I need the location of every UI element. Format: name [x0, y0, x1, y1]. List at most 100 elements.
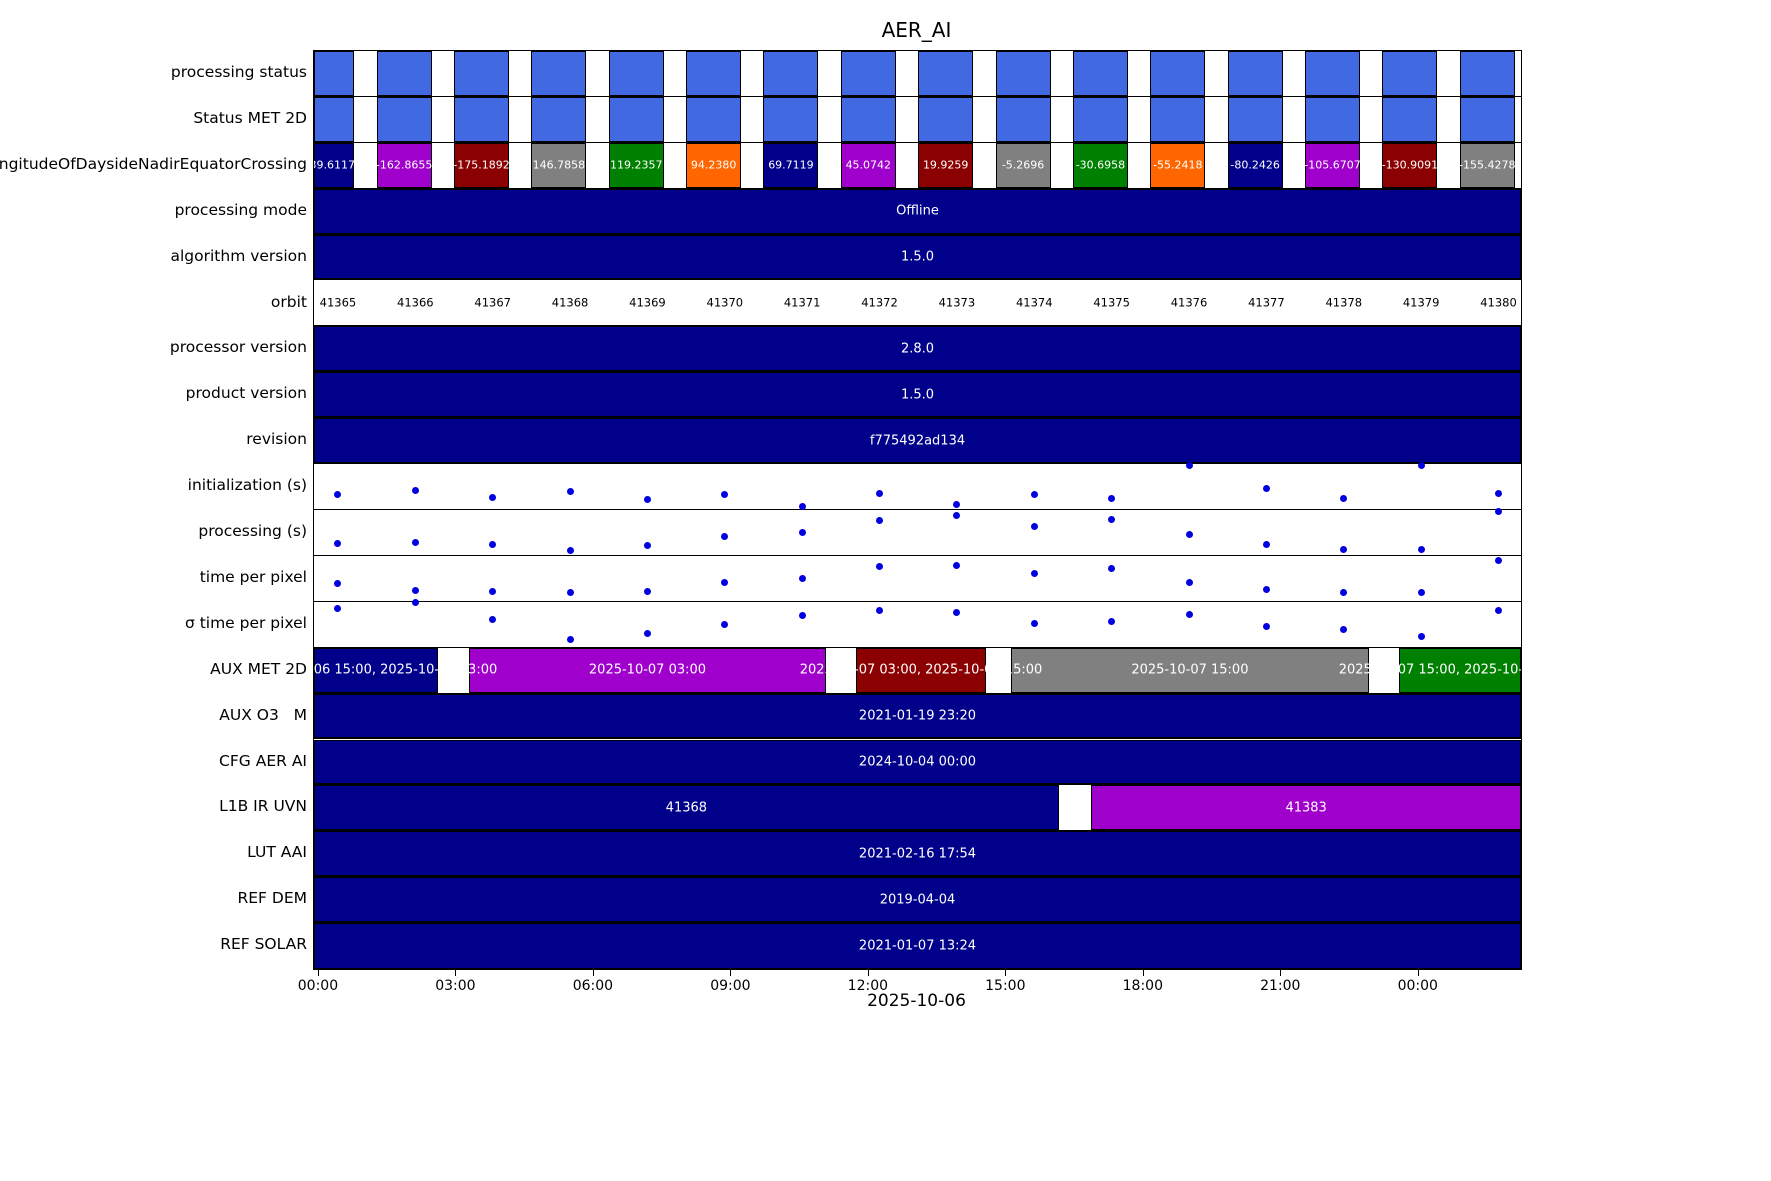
timeline-row-aux-o3-m: 2021-01-19 23:20 [314, 693, 1521, 740]
scatter-dot [953, 562, 961, 570]
status-block [1382, 96, 1438, 142]
timeline-row-status-met-2d [314, 96, 1521, 143]
longitude-block [376, 142, 432, 188]
x-tick-mark [730, 970, 732, 976]
status-block [686, 51, 742, 96]
row-label-longitudeofdaysidenadirequatorcrossing: LongitudeOfDaysideNadirEquatorCrossing [0, 154, 307, 173]
longitude-block [1150, 142, 1206, 188]
longitude-value: -30.6958 [1075, 158, 1126, 172]
orbit-number: 41379 [1402, 295, 1440, 310]
scatter-dot [1030, 523, 1038, 531]
x-tick-mark [455, 970, 457, 976]
status-block [1305, 96, 1360, 142]
segment-label: 41368 [665, 800, 708, 816]
timeline-row-processing-s [314, 508, 1521, 556]
row-label-time-per-pixel: σ time per pixel [184, 613, 307, 632]
scatter-dot [1417, 461, 1425, 469]
scatter-dot [1185, 462, 1193, 470]
scatter-dot [1417, 546, 1425, 554]
segment-block [314, 923, 1521, 969]
scatter-dot [1262, 485, 1270, 493]
segment-block [1398, 647, 1521, 693]
status-block [1150, 96, 1206, 142]
orbit-number: 41372 [861, 295, 898, 310]
scatter-dot [489, 493, 497, 501]
segment-label: 2019-04-04 [879, 892, 956, 908]
timeline-row-time-per-pixel [314, 556, 1521, 602]
timeline-row-time-per-pixel [314, 599, 1521, 648]
segment-block [314, 326, 1521, 372]
segment-block [314, 188, 1521, 234]
scatter-dot [643, 542, 651, 550]
orbit-number: 41374 [1015, 295, 1053, 310]
timeline-row-aux-met-2d: 2025-10-06 15:00, 2025-10-07 03:00 2025-1… [314, 647, 1521, 694]
scatter-dot [1494, 556, 1502, 564]
x-tick-mark [592, 970, 594, 976]
segment-label: 1.5.0 [900, 387, 935, 403]
scatter-dot [334, 491, 342, 499]
status-block [995, 96, 1051, 142]
x-tick-label: 00:00 [1397, 978, 1438, 994]
longitude-value: -139.6117 [314, 158, 355, 172]
segment-block [314, 234, 1521, 280]
segment-block [468, 647, 826, 693]
segment-label: 2025-10-07 15:00 [1131, 662, 1249, 678]
longitude-value: -175.1892 [453, 158, 510, 172]
x-tick-label: 03:00 [435, 978, 476, 994]
scatter-dot [643, 496, 651, 504]
status-block [1459, 51, 1515, 96]
scatter-dot [721, 621, 729, 629]
scatter-dot [411, 599, 419, 607]
scatter-dot [1262, 541, 1270, 549]
row-label-ref-dem: REF DEM [237, 889, 307, 908]
timeline-row-algorithm-version: 1.5.0 [314, 234, 1521, 281]
scatter-dot [1185, 531, 1193, 539]
scatter-dot [566, 589, 574, 597]
segment-label: 1.5.0 [900, 249, 935, 265]
timeline-row-initialization-s [314, 461, 1521, 511]
scatter-dot [876, 607, 884, 615]
scatter-dot [1185, 611, 1193, 619]
timeline-row-ref-solar: 2021-01-07 13:24 [314, 923, 1521, 969]
scatter-dot [953, 501, 961, 509]
segment-label: f775492ad134 [869, 433, 966, 449]
longitude-value: 94.2380 [690, 158, 737, 172]
status-block [454, 96, 509, 142]
orbit-number: 41369 [629, 295, 666, 310]
longitude-value: -55.2418 [1153, 158, 1203, 172]
scatter-dot [1262, 623, 1270, 631]
scatter-dot [798, 612, 806, 620]
x-tick-mark [1005, 970, 1007, 976]
segment-label: 2025-10-07 15:00, 2025-10-08 03:00 [1338, 662, 1521, 678]
scatter-dot [643, 630, 651, 638]
scatter-dot [334, 580, 342, 588]
longitude-value: -5.2696 [1001, 158, 1045, 172]
x-tick-label: 09:00 [710, 978, 751, 994]
orbit-number: 41373 [938, 295, 976, 310]
x-tick-mark [1280, 970, 1282, 976]
x-tick-mark [1142, 970, 1144, 976]
segment-block [314, 877, 1521, 923]
longitude-block [1305, 142, 1360, 188]
orbit-number: 41371 [783, 295, 821, 310]
status-block [1072, 96, 1128, 142]
x-tick-label: 21:00 [1260, 978, 1301, 994]
segment-block [1010, 647, 1369, 693]
longitude-value: -162.8655 [375, 158, 433, 172]
scatter-dot [1417, 589, 1425, 597]
timeline-row-orbit: 41365 41366 41367 41368 41369 41370 41371 41372… [314, 281, 1521, 327]
timeline-row-processor-version: 2.8.0 [314, 326, 1521, 373]
scatter-dot [1417, 633, 1425, 641]
status-block [995, 51, 1051, 96]
segment-block [314, 693, 1521, 739]
scatter-dot [489, 588, 497, 596]
status-block [918, 96, 974, 142]
status-block [314, 51, 355, 96]
longitude-block [686, 142, 742, 188]
longitude-block [314, 142, 355, 188]
segment-label: 2024-10-04 00:00 [858, 754, 977, 770]
status-block [686, 96, 742, 142]
x-tick-mark [317, 970, 319, 976]
timeline-row-processing-status [314, 51, 1521, 97]
